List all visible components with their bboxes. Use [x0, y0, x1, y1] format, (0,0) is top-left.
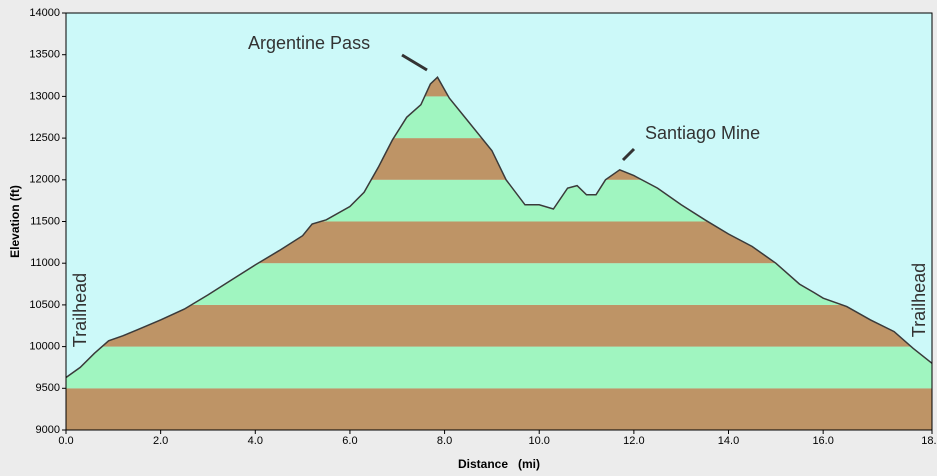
- x-tick-label: 12.0: [623, 435, 644, 447]
- x-tick-label: 2.0: [153, 435, 168, 447]
- y-tick-label: 9000: [36, 424, 60, 436]
- y-tick-label: 12000: [29, 174, 60, 186]
- leader-line: [401, 53, 428, 72]
- y-tick-label: 14000: [29, 7, 60, 19]
- x-tick-label: 10.0: [529, 435, 550, 447]
- y-tick-label: 9500: [36, 382, 60, 394]
- y-tick-label: 10500: [29, 299, 60, 311]
- y-tick-label: 13000: [29, 90, 60, 102]
- elevation-band: [66, 346, 932, 389]
- y-tick-label: 11500: [30, 215, 60, 227]
- x-tick-label: 4.0: [248, 435, 263, 447]
- annotation: Trailhead: [70, 273, 90, 347]
- annotation: Santiago Mine: [645, 123, 760, 143]
- annotation: Argentine Pass: [248, 33, 370, 53]
- x-tick-label: 6.0: [342, 435, 357, 447]
- x-tick-label: 16.0: [812, 435, 833, 447]
- elevation-band: [66, 304, 932, 347]
- y-tick-label: 11000: [30, 257, 60, 269]
- y-tick-label: 10000: [29, 341, 60, 353]
- x-tick-label: 8.0: [437, 435, 452, 447]
- y-tick-label: 12500: [29, 132, 60, 144]
- y-tick-label: 13500: [29, 49, 60, 61]
- x-tick-label: 0.0: [58, 435, 73, 447]
- y-axis-label: Elevation (ft): [8, 185, 22, 258]
- x-tick-label: 18.3: [921, 435, 937, 447]
- leader-line: [621, 147, 636, 162]
- elevation-band: [66, 388, 932, 430]
- profile-line: [65, 75, 933, 379]
- x-tick-label: 14.0: [718, 435, 739, 447]
- annotation: Trailhead: [909, 263, 929, 337]
- x-axis-label: Distance (mi): [458, 457, 540, 471]
